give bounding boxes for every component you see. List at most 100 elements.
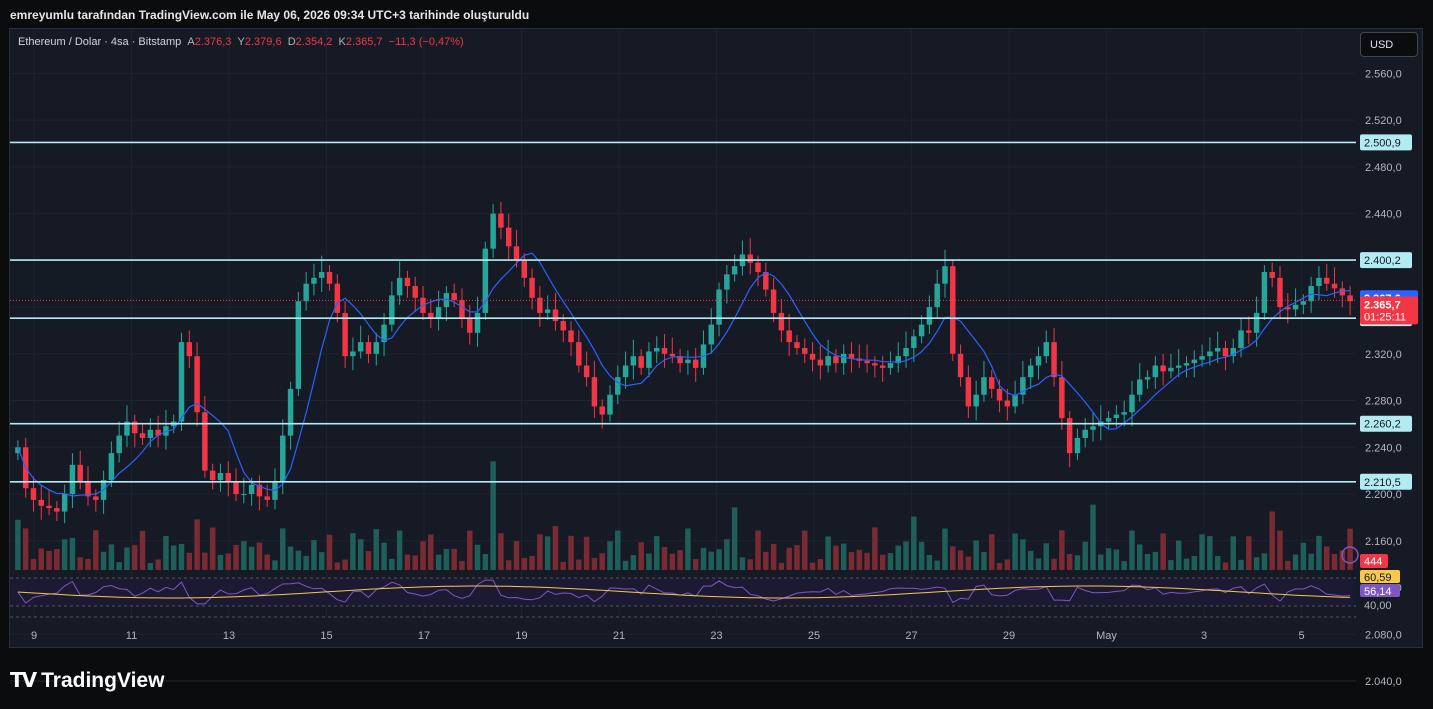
- candle-body: [1269, 272, 1275, 278]
- candle-body: [1285, 307, 1291, 310]
- volume-bar: [911, 516, 917, 570]
- candle-body: [1199, 356, 1205, 360]
- volume-bar: [147, 562, 154, 570]
- level-tag: [1360, 473, 1412, 490]
- x-tick-label: 9: [31, 630, 37, 642]
- volume-bar: [209, 527, 216, 570]
- candle-body: [1300, 301, 1307, 305]
- candle-body: [1035, 356, 1042, 366]
- volume-bar: [731, 507, 738, 570]
- candle-body: [607, 394, 613, 415]
- candle-body: [568, 330, 574, 343]
- candle-body: [15, 447, 21, 454]
- lightning-icon: [1341, 546, 1359, 564]
- volume-bar: [1098, 554, 1104, 570]
- x-tick-label: 19: [515, 630, 527, 642]
- volume-bar: [1347, 528, 1353, 570]
- volume-bar: [560, 561, 566, 570]
- candle-body: [248, 484, 255, 495]
- level-tag-label: 2.400,2: [1364, 255, 1401, 267]
- volume-bar: [918, 541, 925, 570]
- volume-bar: [786, 547, 792, 570]
- candle-body: [786, 330, 792, 343]
- candle-body: [1004, 400, 1011, 407]
- candle-body: [233, 482, 239, 495]
- candle-body: [1253, 312, 1260, 333]
- x-tick-label: 25: [808, 630, 820, 642]
- y-tick-label: 2.520,0: [1365, 115, 1402, 127]
- candle-body: [996, 388, 1003, 401]
- candle-body: [225, 473, 231, 483]
- volume-bar: [467, 530, 473, 570]
- volume-bar: [15, 519, 21, 570]
- volume-bar: [708, 551, 714, 570]
- candle-body: [498, 213, 504, 228]
- candle-body: [1144, 377, 1151, 380]
- volume-bar: [451, 548, 457, 570]
- volume-bar: [615, 530, 621, 570]
- volume-bar: [568, 535, 574, 570]
- volume-bar: [459, 561, 465, 570]
- rsi-line: [17, 579, 1351, 605]
- volume-bar: [186, 552, 193, 570]
- candle-body: [895, 356, 901, 364]
- candle-body: [1137, 379, 1143, 395]
- volume-bar: [926, 554, 933, 570]
- candle-body: [147, 429, 154, 438]
- candle-body: [1113, 414, 1120, 419]
- candle-body: [646, 351, 652, 368]
- volume-bar: [630, 555, 637, 570]
- y-tick-label: 2.280,0: [1365, 396, 1402, 408]
- candle-body: [848, 353, 855, 359]
- volume-bar: [1269, 511, 1275, 570]
- volume-bar: [1207, 536, 1213, 570]
- candle-body: [505, 227, 512, 247]
- candle-body: [552, 309, 559, 322]
- volume-bar: [817, 559, 824, 570]
- candle-body: [872, 363, 878, 366]
- volume-bar: [1308, 553, 1314, 570]
- candle-body: [241, 494, 247, 496]
- candle-body: [809, 353, 816, 360]
- candle-body: [1331, 283, 1338, 289]
- volume-bar: [809, 562, 816, 570]
- volume-bar: [77, 557, 83, 570]
- volume-bar: [132, 545, 138, 570]
- x-tick-label: 23: [710, 630, 722, 642]
- volume-bar: [202, 552, 208, 570]
- volume-bar: [716, 549, 722, 570]
- candle-body: [981, 377, 987, 395]
- volume-bar: [747, 559, 753, 570]
- candle-body: [69, 464, 76, 495]
- volume-bar: [1331, 553, 1338, 570]
- candle-body: [1121, 412, 1127, 415]
- candle-body: [1277, 277, 1283, 308]
- candle-body: [334, 283, 341, 313]
- volume-bar: [981, 551, 987, 570]
- volume-bar: [1004, 559, 1011, 570]
- candle-body: [319, 272, 325, 278]
- volume-bar: [1253, 557, 1260, 570]
- candle-body: [950, 266, 956, 354]
- candle-body: [365, 342, 372, 354]
- candle-body: [708, 324, 714, 345]
- candle-body: [1027, 365, 1034, 378]
- candle-body: [537, 297, 543, 313]
- tradingview-logo[interactable]: 𝗧𝗩 TradingView: [10, 668, 164, 693]
- volume-bar: [155, 559, 161, 570]
- volume-bar: [544, 536, 551, 570]
- volume-bar: [93, 530, 99, 570]
- candle-body: [357, 342, 364, 352]
- candle-body: [435, 307, 442, 319]
- candle-body: [303, 283, 309, 302]
- currency-button[interactable]: USD: [1360, 32, 1418, 57]
- volume-bar: [529, 555, 535, 570]
- rsi-level-label: 40,00: [1364, 600, 1392, 612]
- volume-bar: [404, 554, 411, 570]
- x-tick-label: 3: [1201, 630, 1207, 642]
- candle-body: [1324, 277, 1330, 284]
- candle-body: [1261, 272, 1268, 313]
- volume-bar: [685, 528, 691, 570]
- volume-bar: [280, 528, 286, 570]
